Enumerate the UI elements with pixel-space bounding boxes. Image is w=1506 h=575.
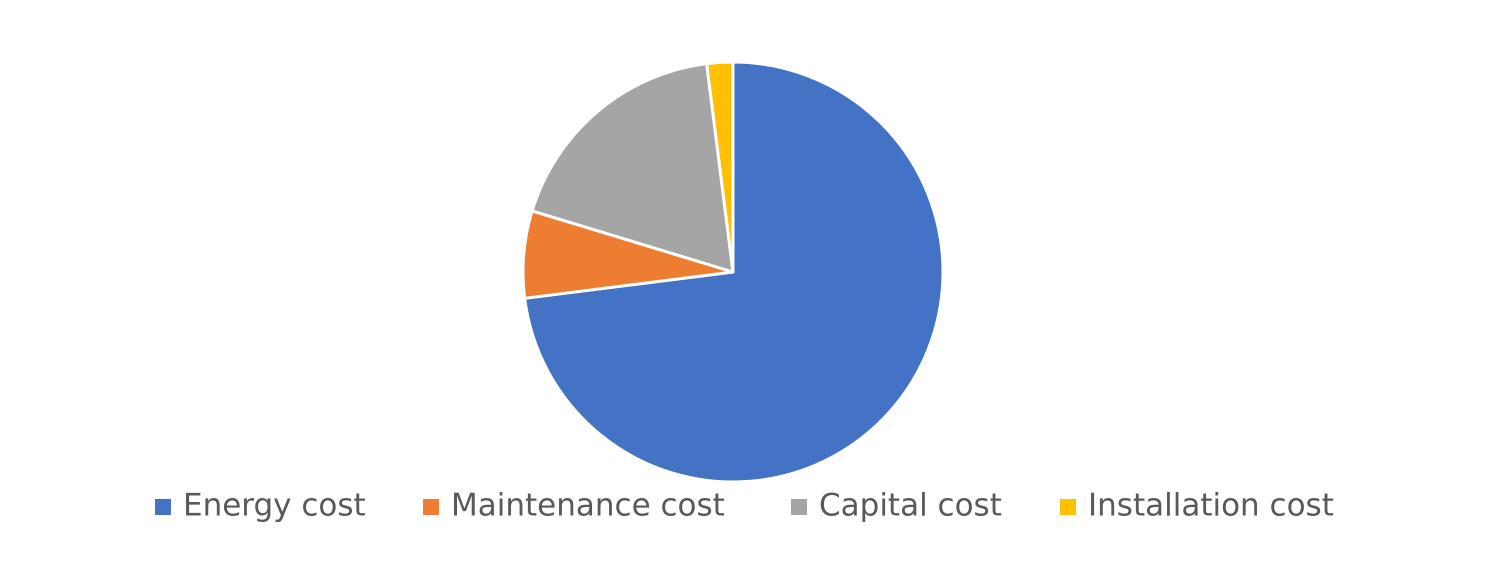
legend-label: Energy cost xyxy=(183,488,366,524)
legend-label: Installation cost xyxy=(1088,488,1334,524)
legend-label: Capital cost xyxy=(819,488,1002,524)
legend-swatch xyxy=(423,499,439,515)
pie-slice xyxy=(705,60,735,274)
legend-swatch xyxy=(1060,499,1076,515)
pie-slice xyxy=(530,62,735,274)
legend-swatch xyxy=(155,499,171,515)
legend-label: Maintenance cost xyxy=(451,488,725,524)
legend-swatch xyxy=(791,499,807,515)
